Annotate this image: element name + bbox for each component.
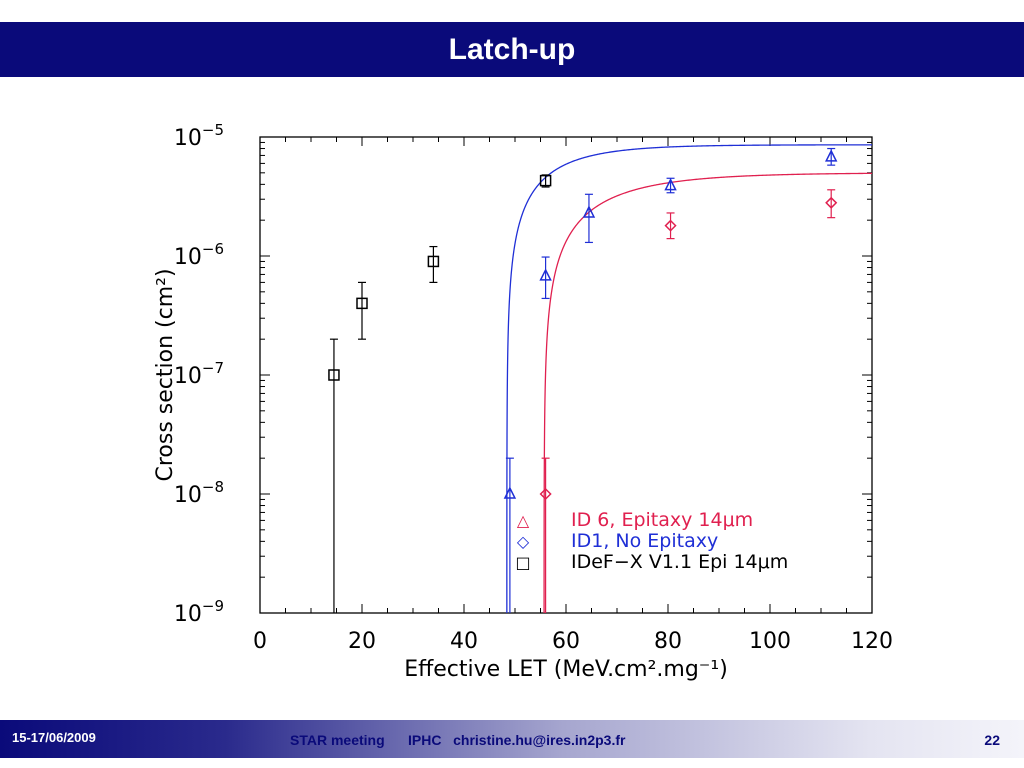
triangle-marker [664,177,677,191]
data-point [539,174,552,188]
x-tick-label: 100 [749,629,791,654]
slide-title: Latch-up [448,33,576,66]
plot-frame [259,136,873,614]
data-point [664,177,677,194]
x-tick-label: 60 [552,629,580,654]
footer-email: christine.hu@ires.in2p3.fr [453,732,626,748]
y-tick-label: 10−9 [174,597,224,627]
data-point [582,193,596,244]
data-point [824,147,838,166]
x-tick-label: 80 [654,629,682,654]
x-tick-label: 0 [253,629,267,654]
footer-bar: 15-17/06/2009 STAR meeting IPHC christin… [0,720,1024,758]
x-axis-label: Effective LET (MeV.cm².mg⁻¹) [404,657,728,682]
x-tick-label: 20 [348,629,376,654]
diamond-marker [539,487,552,501]
triangle-marker [582,205,596,218]
square-marker [539,174,552,187]
triangle-marker [824,149,838,162]
data-point [328,338,340,613]
data-point [427,245,440,283]
y-tick-label: 10−5 [174,121,224,151]
x-tick-label: 120 [851,629,893,654]
data-point [503,457,517,613]
y-axis-label: Cross section (cm²) [153,268,178,481]
legend-label: ID 6, Epitaxy 14μm [571,509,753,531]
y-tick-label: 10−6 [174,240,224,270]
footer-center: STAR meeting IPHC christine.hu@ires.in2p… [290,732,625,748]
legend-label: ID1, No Epitaxy [571,530,718,552]
square-marker [427,255,440,268]
y-tick-label: 10−7 [174,359,224,389]
legend-symbol: ◇ [517,532,530,551]
square-marker [328,369,340,381]
data-point [356,281,368,340]
diamond-marker [664,219,677,232]
footer-institute: IPHC [407,732,442,748]
legend-symbol: □ [515,553,530,572]
footer-meeting: STAR meeting [290,732,385,748]
legend-symbol: △ [517,511,530,530]
triangle-marker [539,268,552,281]
fit-curve [543,172,872,613]
square-marker [356,297,368,310]
data-point [664,212,677,240]
data-point [539,256,552,300]
triangle-marker [503,486,517,499]
fit-curve [506,144,872,613]
footer-page-number: 22 [984,732,1000,748]
data-point [825,189,838,219]
data-point [539,457,552,613]
footer-date: 15-17/06/2009 [12,730,96,745]
legend-label: IDeF−X V1.1 Epi 14μm [571,551,788,573]
title-bar: Latch-up [0,22,1024,77]
y-tick-label: 10−8 [174,478,224,508]
diamond-marker [825,196,838,209]
x-tick-label: 40 [450,629,478,654]
cross-section-chart: 0 20 40 60 80 100 120 10−9 10−8 10−7 10−6 10−5 Effec… [153,121,893,682]
